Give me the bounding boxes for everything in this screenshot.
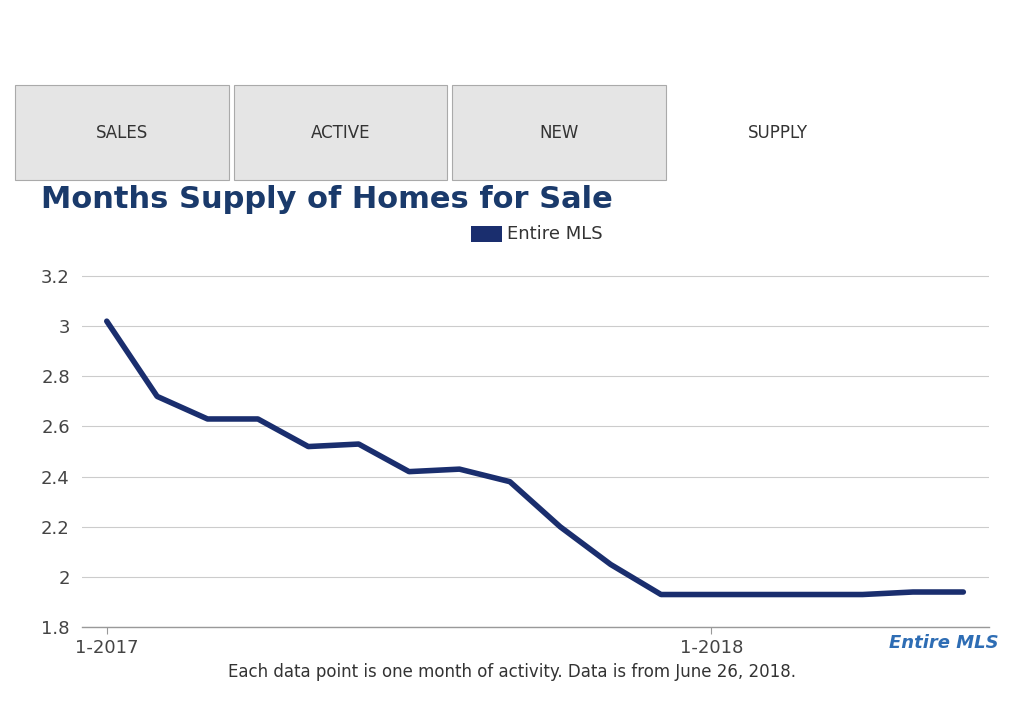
Text: ACTIVE: ACTIVE xyxy=(311,124,371,141)
Text: NEW: NEW xyxy=(540,124,579,141)
Text: Months Supply of Homes for Sale: Months Supply of Homes for Sale xyxy=(41,185,612,214)
Text: Each data point is one month of activity. Data is from June 26, 2018.: Each data point is one month of activity… xyxy=(228,663,796,681)
Text: MarketStats by ShowingTime: MarketStats by ShowingTime xyxy=(26,23,507,51)
Text: SALES: SALES xyxy=(95,124,148,141)
Bar xyxy=(453,85,666,180)
Text: ▼: ▼ xyxy=(986,28,1001,47)
Bar xyxy=(233,85,447,180)
Text: Entire MLS: Entire MLS xyxy=(507,224,602,243)
Text: SUPPLY: SUPPLY xyxy=(748,124,808,141)
Text: Entire MLS: Entire MLS xyxy=(889,634,998,652)
Bar xyxy=(15,85,228,180)
